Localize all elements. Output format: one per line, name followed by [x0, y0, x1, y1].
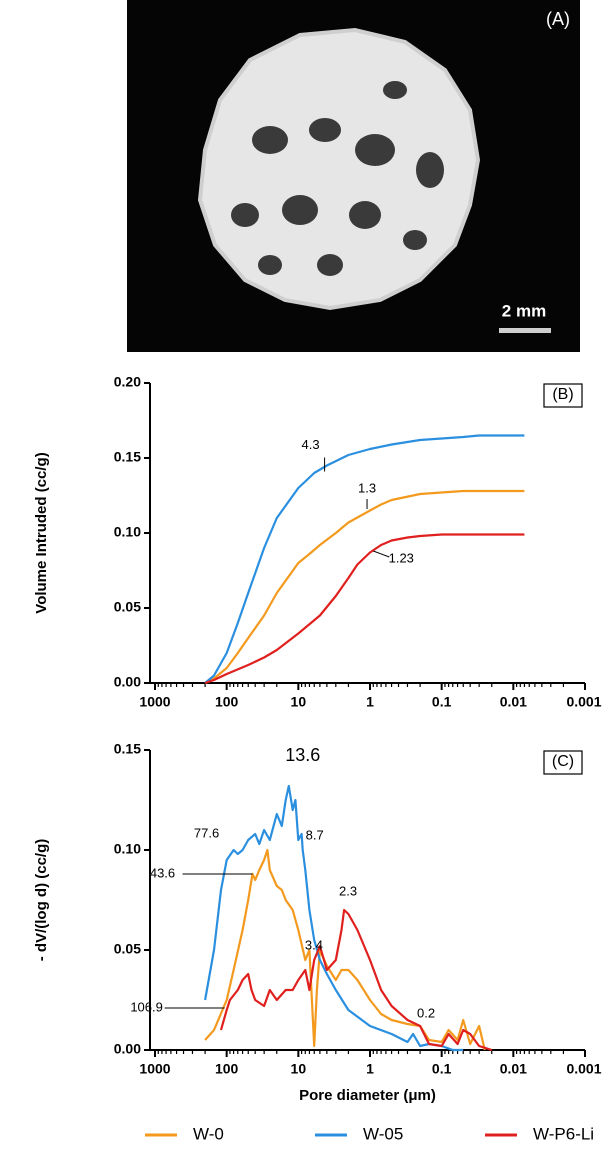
- panel-label: (B): [552, 386, 573, 403]
- x-tick-label: 1000: [139, 694, 170, 710]
- legend-label: W-P6-Li: [533, 1124, 594, 1143]
- scale-bar-label: 2 mm: [502, 301, 546, 320]
- x-tick-label: 10: [291, 694, 307, 710]
- y-tick-label: 0.00: [114, 674, 141, 690]
- legend-label: W-05: [363, 1124, 403, 1143]
- annotation: 2.3: [339, 883, 357, 898]
- x-tick-label: 0.01: [500, 1061, 527, 1077]
- annotation: 43.6: [150, 865, 175, 880]
- y-tick-label: 0.05: [114, 599, 141, 615]
- series-line: [204, 489, 525, 684]
- panel-label: (C): [552, 753, 574, 770]
- panel-label: (A): [546, 9, 570, 29]
- y-tick-label: 0.15: [114, 741, 141, 757]
- y-axis-title: - dV/(log d) (cc/g): [33, 839, 50, 961]
- series-line: [204, 434, 525, 684]
- y-tick-label: 0.15: [114, 449, 141, 465]
- x-tick-label: 0.01: [500, 694, 527, 710]
- legend-label: W-0: [193, 1124, 224, 1143]
- annotation: 4.3: [302, 437, 320, 452]
- annotation: 13.6: [285, 745, 320, 765]
- x-tick-label: 0.1: [432, 1061, 452, 1077]
- annotation: 8.7: [306, 827, 324, 842]
- annotation: 106.9: [130, 999, 163, 1014]
- pores: [231, 81, 444, 276]
- y-axis-title: Volume Intruded (cc/g): [33, 452, 50, 613]
- annotation: 1.3: [358, 480, 376, 495]
- y-tick-label: 0.20: [114, 374, 141, 390]
- series-line: [204, 848, 486, 1051]
- y-tick-label: 0.00: [114, 1041, 141, 1057]
- x-tick-label: 100: [215, 694, 239, 710]
- x-tick-label: 0.1: [432, 694, 452, 710]
- x-tick-label: 1000: [139, 1061, 170, 1077]
- y-tick-label: 0.10: [114, 841, 141, 857]
- x-tick-label: 0.001: [566, 1061, 601, 1077]
- annotation-leader: [373, 550, 390, 558]
- x-tick-label: 10: [291, 1061, 307, 1077]
- annotation: 3.4: [305, 937, 323, 952]
- series-line: [204, 533, 525, 685]
- panel-label-box: [543, 383, 583, 408]
- series-line: [219, 908, 493, 1052]
- x-tick-label: 1: [366, 694, 374, 710]
- y-tick-label: 0.10: [114, 524, 141, 540]
- panel-label-box: [543, 750, 583, 775]
- y-tick-label: 0.05: [114, 941, 141, 957]
- annotation: 1.23: [389, 550, 414, 565]
- x-tick-label: 0.001: [566, 694, 601, 710]
- x-axis-title: Pore diameter (μm): [299, 1087, 436, 1104]
- annotation: 0.2: [417, 1005, 435, 1020]
- series-line: [204, 784, 464, 1052]
- x-tick-label: 100: [215, 1061, 239, 1077]
- annotation: 77.6: [194, 825, 219, 840]
- photo-panel: (A) 2 mm: [127, 0, 580, 352]
- x-tick-label: 1: [366, 1061, 374, 1077]
- scale-bar: [499, 328, 551, 333]
